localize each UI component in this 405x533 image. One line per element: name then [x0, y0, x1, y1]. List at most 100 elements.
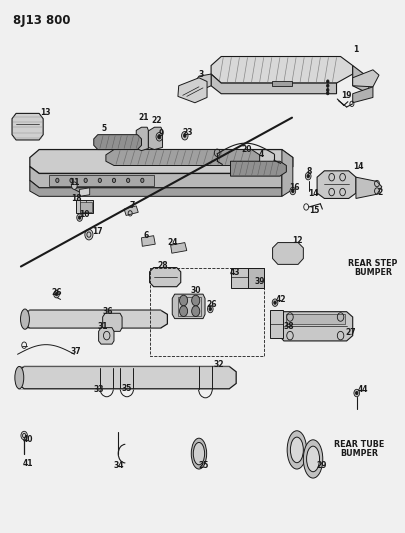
Polygon shape	[102, 313, 122, 332]
Ellipse shape	[191, 438, 206, 469]
Polygon shape	[278, 312, 352, 341]
Circle shape	[21, 431, 27, 440]
Circle shape	[71, 182, 77, 189]
Text: 8: 8	[305, 167, 311, 176]
Circle shape	[326, 80, 328, 83]
Circle shape	[183, 134, 185, 138]
Text: 26: 26	[206, 300, 216, 309]
Polygon shape	[79, 188, 90, 196]
Polygon shape	[269, 310, 282, 338]
Polygon shape	[75, 200, 93, 213]
Ellipse shape	[286, 431, 306, 469]
Text: 11: 11	[68, 178, 79, 187]
Polygon shape	[247, 268, 263, 288]
Polygon shape	[230, 161, 286, 176]
Text: 21: 21	[138, 113, 148, 122]
Text: 18: 18	[71, 194, 82, 203]
Circle shape	[353, 389, 359, 397]
Polygon shape	[211, 56, 352, 83]
Text: 41: 41	[23, 459, 33, 467]
Circle shape	[55, 293, 58, 296]
Text: 17: 17	[92, 228, 102, 237]
Polygon shape	[281, 150, 292, 196]
Circle shape	[112, 178, 115, 182]
Text: REAR TUBE: REAR TUBE	[333, 440, 383, 449]
Text: 35: 35	[121, 384, 131, 393]
Polygon shape	[355, 177, 381, 198]
Circle shape	[326, 88, 328, 92]
Polygon shape	[271, 82, 291, 86]
Polygon shape	[30, 150, 292, 173]
Text: BUMPER: BUMPER	[339, 449, 377, 458]
Ellipse shape	[21, 309, 29, 329]
Circle shape	[179, 295, 187, 306]
Circle shape	[207, 305, 213, 313]
Polygon shape	[98, 328, 114, 344]
Text: 44: 44	[357, 385, 367, 394]
Polygon shape	[149, 268, 180, 287]
Polygon shape	[141, 236, 155, 246]
Text: 34: 34	[114, 462, 124, 470]
Text: 7: 7	[129, 201, 134, 210]
Polygon shape	[316, 171, 355, 198]
Polygon shape	[136, 127, 148, 151]
Circle shape	[289, 187, 295, 195]
Text: 5: 5	[101, 124, 106, 133]
Circle shape	[209, 308, 211, 311]
Text: 19: 19	[341, 91, 351, 100]
Circle shape	[126, 178, 130, 182]
Ellipse shape	[193, 442, 204, 465]
Circle shape	[355, 391, 357, 394]
Circle shape	[157, 135, 160, 139]
Polygon shape	[94, 135, 141, 150]
Text: 16: 16	[288, 183, 298, 192]
Circle shape	[306, 174, 309, 177]
Circle shape	[179, 306, 187, 317]
Polygon shape	[352, 87, 372, 103]
Ellipse shape	[303, 440, 322, 478]
Polygon shape	[272, 243, 303, 264]
Polygon shape	[192, 74, 211, 91]
Text: 40: 40	[23, 435, 33, 444]
Ellipse shape	[15, 367, 24, 389]
Circle shape	[55, 178, 59, 182]
Polygon shape	[352, 66, 368, 94]
Text: 15: 15	[308, 206, 319, 215]
Text: 23: 23	[182, 128, 193, 137]
Circle shape	[326, 92, 328, 95]
Text: REAR STEP: REAR STEP	[347, 259, 396, 268]
Polygon shape	[172, 294, 205, 319]
Polygon shape	[285, 314, 344, 324]
Text: 14: 14	[352, 162, 362, 171]
Text: 10: 10	[79, 210, 90, 219]
Circle shape	[191, 295, 199, 306]
Polygon shape	[80, 201, 92, 212]
Polygon shape	[352, 70, 378, 87]
Text: 9: 9	[158, 129, 163, 138]
Circle shape	[141, 178, 143, 182]
Circle shape	[291, 189, 293, 192]
Polygon shape	[49, 175, 154, 185]
Circle shape	[191, 306, 199, 317]
Text: 22: 22	[151, 116, 161, 125]
Circle shape	[78, 216, 81, 219]
Ellipse shape	[306, 446, 319, 472]
Circle shape	[326, 84, 328, 87]
Text: 2: 2	[377, 188, 382, 197]
Polygon shape	[124, 206, 138, 215]
Text: 26: 26	[51, 287, 62, 296]
Text: 13: 13	[40, 108, 51, 117]
Circle shape	[305, 172, 310, 180]
Polygon shape	[17, 367, 236, 389]
Text: 1: 1	[352, 45, 357, 54]
Text: 36: 36	[102, 307, 113, 316]
Text: 30: 30	[190, 286, 200, 295]
Polygon shape	[170, 243, 186, 253]
Text: 38: 38	[282, 321, 293, 330]
Circle shape	[273, 301, 275, 304]
Polygon shape	[30, 180, 281, 196]
Text: 32: 32	[213, 360, 223, 369]
Circle shape	[70, 178, 73, 182]
Text: 37: 37	[70, 347, 81, 356]
Text: 8J13 800: 8J13 800	[13, 14, 70, 27]
